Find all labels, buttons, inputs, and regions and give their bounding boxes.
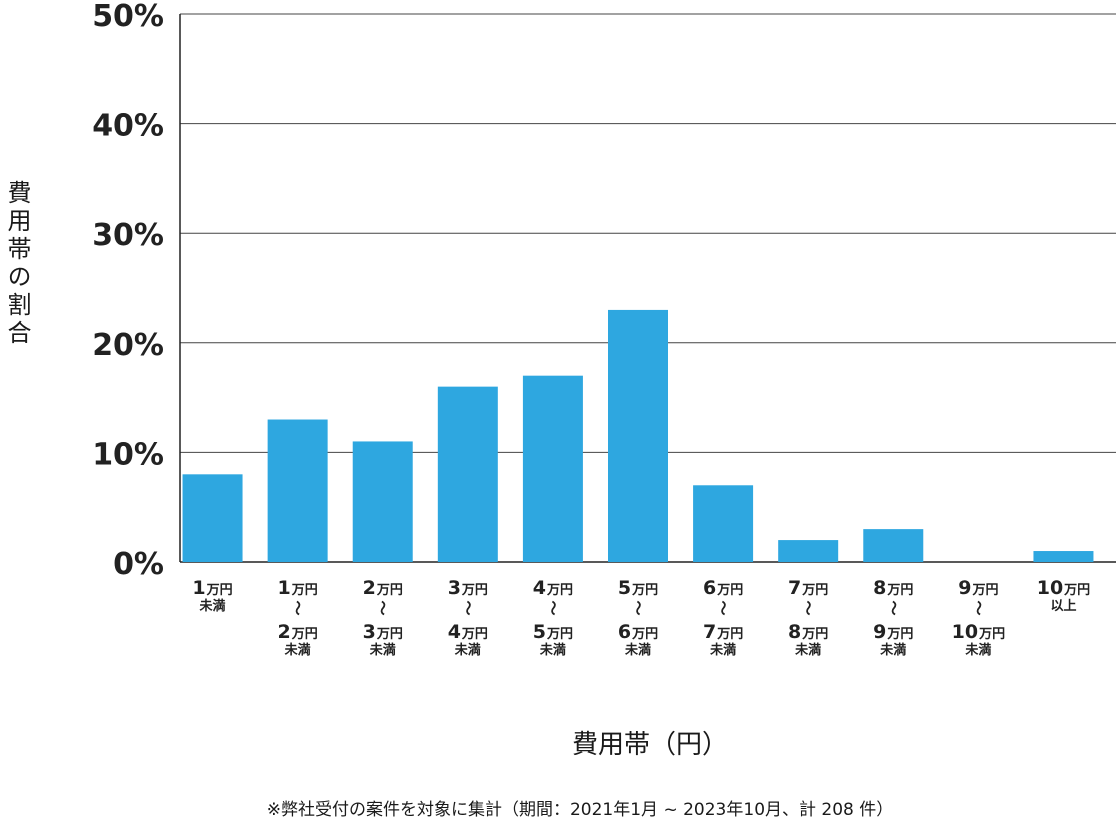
category-label: 未満: [369, 642, 396, 658]
bar: [693, 485, 754, 562]
category-label: 未満: [199, 598, 226, 614]
y-tick-label: 50%: [92, 0, 164, 34]
bar: [1033, 551, 1094, 562]
y-tick-label: 20%: [92, 328, 164, 363]
category-label: 6万円: [618, 621, 658, 643]
category-label: 9万円: [873, 621, 913, 643]
category-label: 1万円: [192, 577, 232, 599]
category-label: 8万円: [873, 577, 913, 599]
category-label: 〜: [799, 600, 817, 615]
category-label: 9万円: [958, 577, 998, 599]
y-tick-label: 40%: [92, 109, 164, 144]
category-label: 〜: [374, 600, 392, 615]
x-axis-label: 費用帯（円）: [571, 730, 728, 760]
category-label: 未満: [709, 642, 736, 658]
bar: [437, 386, 498, 562]
bars: [182, 309, 1094, 562]
category-label: 未満: [284, 642, 311, 658]
category-label: 7万円: [703, 621, 743, 643]
category-label: 〜: [459, 600, 477, 615]
category-label: 〜: [884, 600, 902, 615]
category-label: 以上: [1050, 599, 1076, 614]
category-label: 8万円: [788, 621, 828, 643]
category-label: 5万円: [618, 577, 658, 599]
bar: [863, 529, 924, 562]
category-label: 2万円: [363, 577, 403, 599]
bar: [778, 540, 839, 562]
footnote: ※弊社受付の案件を対象に集計（期間：2021年1月 ~ 2023年10月、計 2…: [266, 800, 894, 820]
category-label: 1万円: [278, 577, 318, 599]
category-label: 〜: [544, 600, 562, 615]
category-label: 〜: [629, 600, 647, 615]
category-label: 2万円: [278, 621, 318, 643]
category-label: 未満: [454, 642, 481, 658]
category-label: 3万円: [363, 621, 403, 643]
bar: [608, 309, 668, 562]
category-label: 〜: [289, 600, 307, 615]
category-label: 〜: [714, 600, 732, 615]
category-label: 4万円: [533, 577, 573, 599]
category-label: 未満: [794, 642, 821, 658]
category-labels: 1万円未満1万円〜2万円未満2万円〜3万円未満3万円〜4万円未満4万円〜5万円未…: [192, 577, 1090, 658]
category-label: 7万円: [788, 577, 828, 599]
category-label: 3万円: [448, 577, 488, 599]
category-label: 6万円: [703, 577, 743, 599]
bar: [182, 474, 243, 562]
category-label: 〜: [969, 600, 987, 615]
y-tick-label: 0%: [113, 547, 164, 582]
bar: [522, 375, 583, 562]
category-label: 5万円: [533, 621, 573, 643]
category-label: 10万円: [1037, 577, 1090, 599]
category-label: 10万円: [952, 621, 1005, 643]
category-label: 4万円: [448, 621, 488, 643]
y-tick-label: 30%: [92, 218, 164, 253]
category-label: 未満: [624, 642, 651, 658]
category-label: 未満: [539, 642, 566, 658]
y-axis-label: 費用帯の割合: [3, 180, 31, 348]
y-tick-labels: 0% 10% 20% 30% 40% 50%: [92, 0, 164, 582]
category-label: 未満: [964, 642, 991, 658]
bar: [267, 419, 328, 562]
bar-chart: 0%10%20%30%40%50% 1万円未満1万円〜2万円未満2万円〜3万円未…: [92, 0, 1116, 658]
y-tick-label: 10%: [92, 437, 164, 472]
bar: [352, 441, 413, 562]
category-label: 未満: [879, 642, 906, 658]
grid-lines: [179, 13, 1116, 563]
